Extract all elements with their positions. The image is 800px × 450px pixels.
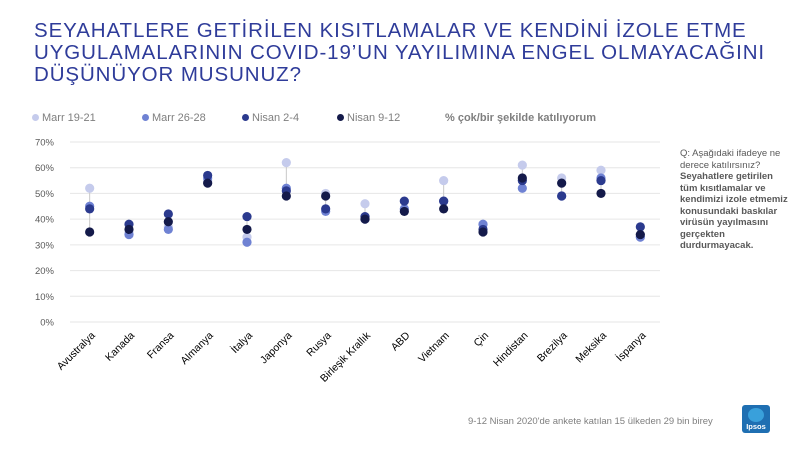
- y-tick-label: 20%: [35, 266, 55, 277]
- data-point: [557, 178, 567, 188]
- x-tick-label: Çin: [471, 330, 491, 350]
- data-point: [517, 160, 527, 170]
- x-tick-label: Almanya: [178, 330, 215, 367]
- data-point: [85, 183, 95, 193]
- legend-item-s3: Nisan 2-4: [242, 112, 342, 125]
- chart-legend: Marr 19-21 Marr 26-28 Nisan 2-4 Nisan 9-…: [30, 112, 650, 142]
- data-point: [124, 224, 134, 235]
- data-point: [360, 199, 370, 209]
- logo-text: Ipsos: [746, 422, 766, 431]
- data-point: [439, 204, 449, 214]
- data-point: [596, 175, 606, 186]
- x-tick-label: İtalya: [228, 329, 255, 356]
- data-point: [439, 196, 449, 206]
- legend-item-s2: Marr 26-28: [142, 112, 212, 125]
- x-tick-label: Vietnam: [416, 329, 452, 365]
- data-point: [242, 211, 252, 222]
- page-title: SEYAHATLERE GETİRİLEN KISITLAMALAR VE KE…: [34, 19, 766, 86]
- y-tick-label: 40%: [35, 215, 55, 226]
- legend-label: Nisan 2-4: [252, 112, 300, 124]
- data-point: [321, 191, 331, 201]
- question-text: Q: Aşağıdaki ifadeye ne derece katılırsı…: [680, 148, 781, 171]
- legend-dot-icon: [142, 114, 149, 121]
- logo-mark-icon: [748, 408, 764, 422]
- data-point: [596, 188, 606, 199]
- data-point: [163, 224, 173, 235]
- data-point: [517, 183, 527, 193]
- data-point: [635, 222, 645, 232]
- x-tick-label: Brezilya: [535, 330, 570, 365]
- data-point: [163, 209, 173, 219]
- dot-plot-chart: 0% 10% 20% 30% 40% 50% 60% 70% Avustralya Kanada F…: [35, 138, 660, 385]
- legend-label: Nisan 9-12: [347, 112, 401, 124]
- data-point: [517, 173, 527, 183]
- data-point: [399, 206, 409, 217]
- data-point: [281, 157, 291, 168]
- legend-label: Marr 19-21: [42, 112, 96, 124]
- y-tick-label: 0%: [40, 318, 54, 329]
- y-tick-label: 50%: [35, 189, 55, 200]
- legend-label: Marr 26-28: [152, 112, 206, 124]
- y-tick-label: 10%: [35, 292, 55, 303]
- x-tick-label: Hindistan: [491, 330, 531, 370]
- data-point: [242, 224, 252, 235]
- statement-text: Seyahatlere getirilen tüm kısıtlamalar v…: [680, 171, 788, 251]
- y-tick-label: 70%: [35, 138, 55, 149]
- data-point: [478, 227, 488, 237]
- data-point: [281, 191, 291, 201]
- legend-dot-icon: [32, 114, 39, 121]
- x-tick-label: Fransa: [145, 330, 177, 362]
- x-tick-label: Japonya: [258, 330, 295, 367]
- data-point: [321, 204, 331, 214]
- data-point: [399, 196, 409, 206]
- legend-dot-icon: [242, 114, 249, 121]
- legend-note: % çok/bir şekilde katılıyorum: [445, 112, 597, 124]
- data-point: [360, 214, 370, 224]
- source-footnote: 9-12 Nisan 2020'de ankete katılan 15 ülk…: [468, 416, 713, 427]
- legend-item-s1: Marr 19-21: [32, 112, 102, 125]
- data-point: [85, 204, 95, 214]
- data-point: [596, 165, 606, 175]
- data-point: [439, 175, 449, 186]
- x-tick-label: Meksika: [573, 330, 609, 366]
- x-tick-label: Kanada: [103, 330, 137, 364]
- question-note: Q: Aşağıdaki ifadeye ne derece katılırsı…: [680, 148, 790, 252]
- data-point: [203, 178, 213, 188]
- data-point: [85, 227, 95, 237]
- x-tick-label: ABD: [389, 329, 413, 353]
- y-tick-label: 30%: [35, 240, 55, 251]
- ipsos-logo: Ipsos: [742, 405, 770, 433]
- data-point: [557, 191, 567, 201]
- x-tick-label: Rusya: [304, 330, 334, 360]
- legend-dot-icon: [337, 114, 344, 121]
- data-point: [242, 237, 252, 247]
- data-point: [635, 229, 645, 240]
- data-point: [203, 170, 213, 181]
- x-tick-label: İspanya: [613, 329, 648, 364]
- x-tick-label: Avustralya: [55, 330, 98, 373]
- y-tick-label: 60%: [35, 163, 55, 174]
- legend-item-s4: Nisan 9-12: [337, 112, 407, 125]
- data-point: [163, 217, 173, 227]
